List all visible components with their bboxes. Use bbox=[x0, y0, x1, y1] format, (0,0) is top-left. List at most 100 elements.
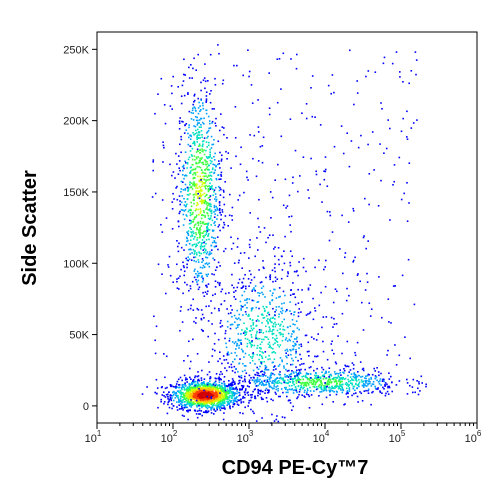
event-dot bbox=[286, 309, 288, 311]
event-dot bbox=[212, 398, 215, 400]
event-dot bbox=[213, 191, 215, 193]
event-dot bbox=[257, 99, 259, 101]
event-dot bbox=[233, 381, 236, 383]
event-dot bbox=[207, 273, 209, 275]
event-dot bbox=[296, 397, 298, 400]
event-dot bbox=[198, 413, 200, 415]
event-dot bbox=[217, 406, 219, 408]
event-dot bbox=[183, 394, 185, 397]
event-dot bbox=[184, 74, 186, 76]
event-dot bbox=[203, 192, 206, 195]
event-dot bbox=[203, 117, 205, 120]
event-dot bbox=[226, 326, 229, 328]
event-dot bbox=[218, 178, 220, 181]
event-dot bbox=[257, 301, 260, 303]
event-dot bbox=[215, 404, 217, 407]
event-dot bbox=[211, 168, 214, 171]
event-dot bbox=[218, 309, 220, 312]
event-dot bbox=[197, 378, 200, 381]
event-dot bbox=[281, 309, 284, 312]
event-dot bbox=[301, 363, 303, 365]
event-dot bbox=[227, 400, 229, 403]
event-dot bbox=[177, 250, 180, 253]
event-dot bbox=[202, 161, 204, 164]
event-dot bbox=[200, 124, 202, 126]
event-dot bbox=[279, 333, 282, 336]
event-dot bbox=[294, 296, 297, 299]
event-dot bbox=[286, 326, 289, 328]
event-dot bbox=[203, 382, 205, 385]
event-dot bbox=[210, 224, 212, 226]
event-dot bbox=[331, 340, 333, 343]
event-dot bbox=[222, 79, 225, 82]
event-dot bbox=[210, 406, 212, 409]
event-dot bbox=[317, 375, 319, 377]
event-dot bbox=[174, 397, 177, 399]
event-dot bbox=[282, 325, 285, 328]
event-dot bbox=[205, 99, 208, 102]
event-dot bbox=[191, 155, 193, 157]
x-axis: 101 102 103 104 105 106 bbox=[85, 423, 482, 445]
event-dot bbox=[175, 383, 178, 385]
event-dot bbox=[346, 391, 348, 393]
event-dot bbox=[245, 299, 248, 301]
event-dot bbox=[410, 70, 413, 72]
event-dot bbox=[378, 374, 380, 377]
event-dot bbox=[403, 192, 405, 195]
event-dot bbox=[223, 398, 226, 401]
event-dot bbox=[213, 241, 216, 243]
event-dot bbox=[200, 377, 203, 379]
event-dot bbox=[302, 156, 305, 158]
event-dot bbox=[208, 141, 210, 144]
event-dot bbox=[270, 374, 272, 376]
event-dot bbox=[191, 280, 194, 283]
event-dot bbox=[209, 187, 211, 189]
event-dot bbox=[304, 334, 307, 337]
event-dot bbox=[251, 102, 254, 104]
event-dot bbox=[223, 376, 226, 378]
event-dot bbox=[236, 344, 238, 346]
event-dot bbox=[267, 389, 269, 391]
event-dot bbox=[240, 343, 243, 345]
event-dot bbox=[189, 391, 192, 393]
event-dot bbox=[205, 394, 208, 397]
event-dot bbox=[299, 372, 302, 375]
event-dot bbox=[199, 399, 202, 401]
event-dot bbox=[383, 56, 386, 59]
event-dot bbox=[202, 393, 205, 395]
event-dot bbox=[196, 405, 198, 408]
event-dot bbox=[277, 365, 280, 367]
event-dot bbox=[287, 376, 290, 378]
event-dot bbox=[264, 389, 267, 392]
event-dot bbox=[238, 194, 241, 197]
event-dot bbox=[192, 173, 194, 176]
event-dot bbox=[301, 112, 303, 114]
event-dot bbox=[187, 132, 189, 135]
event-dot bbox=[320, 379, 322, 382]
event-dot bbox=[231, 206, 234, 209]
event-dot bbox=[208, 189, 210, 192]
event-dot bbox=[193, 260, 195, 262]
event-dot bbox=[256, 371, 258, 374]
event-dot bbox=[197, 371, 199, 373]
event-dot bbox=[187, 256, 189, 258]
event-dot bbox=[355, 382, 357, 385]
event-dot bbox=[200, 130, 203, 132]
event-dot bbox=[258, 358, 260, 361]
event-dot bbox=[199, 194, 202, 197]
event-dot bbox=[234, 106, 237, 108]
event-dot bbox=[307, 384, 310, 386]
event-dot bbox=[271, 269, 274, 272]
event-dot bbox=[209, 174, 212, 177]
event-dot bbox=[186, 266, 188, 269]
event-dot bbox=[341, 214, 343, 217]
event-dot bbox=[207, 224, 209, 226]
event-dot bbox=[249, 212, 251, 214]
event-dot bbox=[171, 397, 173, 399]
event-dot bbox=[218, 407, 221, 410]
event-dot bbox=[221, 82, 224, 85]
event-dot bbox=[199, 393, 202, 395]
event-dot bbox=[277, 382, 279, 384]
event-dot bbox=[207, 234, 210, 237]
event-dot bbox=[260, 390, 262, 393]
